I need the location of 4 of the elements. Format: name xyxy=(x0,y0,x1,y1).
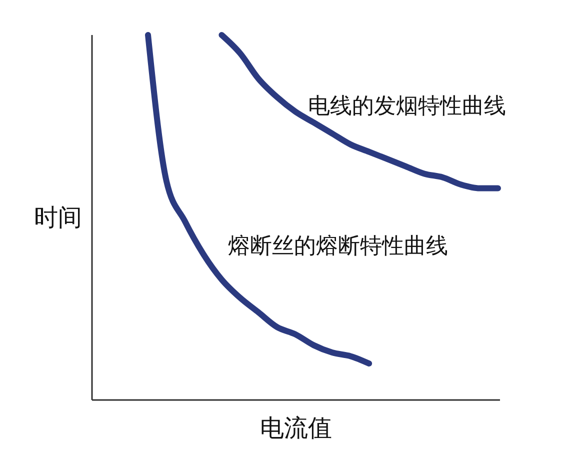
x-axis-title: 电流值 xyxy=(260,414,332,442)
y-axis-title: 时间 xyxy=(34,204,82,232)
series-label: 熔断丝的熔断特性曲线 xyxy=(228,234,448,259)
series-label: 电线的发烟特性曲线 xyxy=(308,94,506,119)
